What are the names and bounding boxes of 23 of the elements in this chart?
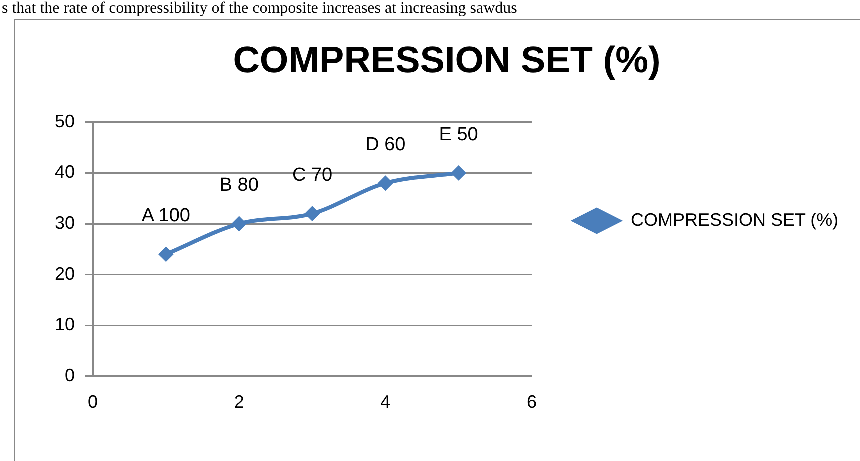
y-tick-label: 30: [54, 212, 76, 233]
point: [158, 246, 174, 262]
x-tick-label: 0: [88, 392, 98, 412]
annotation: B 80: [220, 175, 259, 196]
y-tick-label: 50: [54, 111, 76, 132]
annotation: C 70: [292, 165, 333, 186]
point: [232, 216, 247, 232]
point: [305, 206, 320, 222]
legend-label: COMPRESSION SET (%): [630, 210, 839, 230]
point: [451, 166, 466, 181]
chart-title: COMPRESSION SET (%): [233, 39, 661, 80]
text: s that the rate of compressibility of the composite increases at increasing sawdus: [1, 0, 518, 18]
y-tick-label: 20: [54, 264, 76, 284]
y-tick-label: 40: [54, 162, 76, 182]
point: [378, 176, 394, 191]
y-tick-label: 0: [65, 365, 76, 386]
x-tick-label: 4: [380, 392, 391, 412]
x-tick-label: 6: [526, 392, 537, 412]
annotation: D 60: [366, 134, 406, 156]
y-tick-label: 10: [54, 314, 76, 335]
x-tick-label: 2: [234, 392, 244, 412]
annotation: E 50: [439, 124, 478, 146]
annotation: A 100: [142, 206, 190, 227]
